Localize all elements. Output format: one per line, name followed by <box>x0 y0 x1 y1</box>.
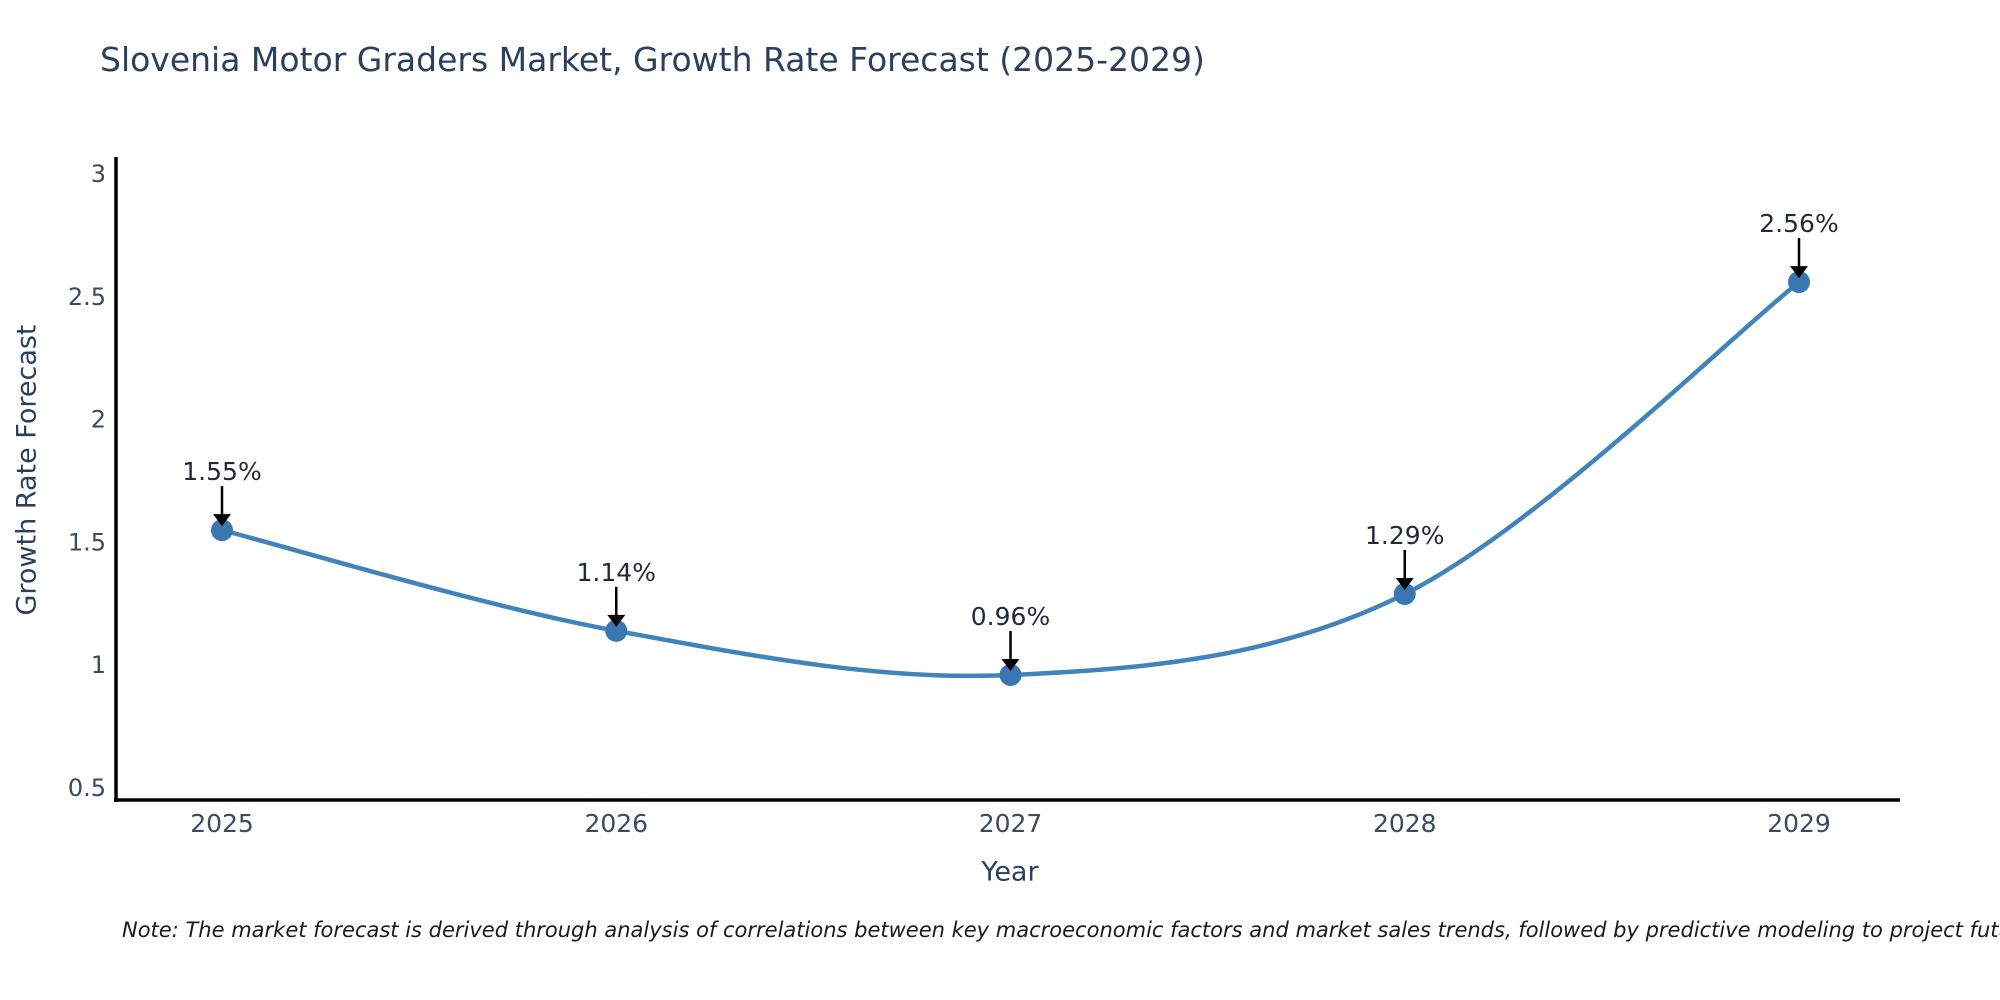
x-tick-label: 2025 <box>190 809 254 838</box>
y-tick-label: 1.5 <box>68 528 106 556</box>
x-tick-label: 2027 <box>979 809 1043 838</box>
annotation-arrowhead <box>1790 266 1808 279</box>
annotation-arrowhead <box>213 514 231 527</box>
annotation-arrowhead <box>607 614 626 627</box>
data-point-label: 1.14% <box>577 558 656 587</box>
chart-title: Slovenia Motor Graders Market, Growth Ra… <box>100 40 1205 79</box>
annotation-arrowhead <box>1001 659 1020 672</box>
data-point-label: 1.29% <box>1365 521 1444 550</box>
y-axis-title: Growth Rate Forecast <box>11 324 43 616</box>
data-point-marker <box>999 664 1022 687</box>
x-tick-label: 2029 <box>1767 809 1831 838</box>
data-point-label: 1.55% <box>182 457 261 486</box>
data-point-label: 0.96% <box>971 602 1050 631</box>
data-point-marker <box>1788 271 1810 294</box>
x-axis-title: Year <box>981 856 1039 888</box>
data-point-marker <box>1393 582 1416 605</box>
annotation-arrowhead <box>1395 577 1414 590</box>
x-tick-label: 2026 <box>584 809 648 838</box>
x-tick-label: 2028 <box>1373 809 1437 838</box>
y-tick-label: 2 <box>91 406 106 434</box>
data-point-marker <box>211 519 233 542</box>
y-tick-label: 0.5 <box>68 774 106 802</box>
chart-footnote: Note: The market forecast is derived thr… <box>122 918 2000 942</box>
data-point-marker <box>605 619 628 642</box>
data-point-label: 2.56% <box>1759 209 1838 238</box>
y-tick-label: 1 <box>91 651 106 679</box>
y-tick-label: 2.5 <box>68 283 106 311</box>
y-tick-label: 3 <box>91 160 106 188</box>
